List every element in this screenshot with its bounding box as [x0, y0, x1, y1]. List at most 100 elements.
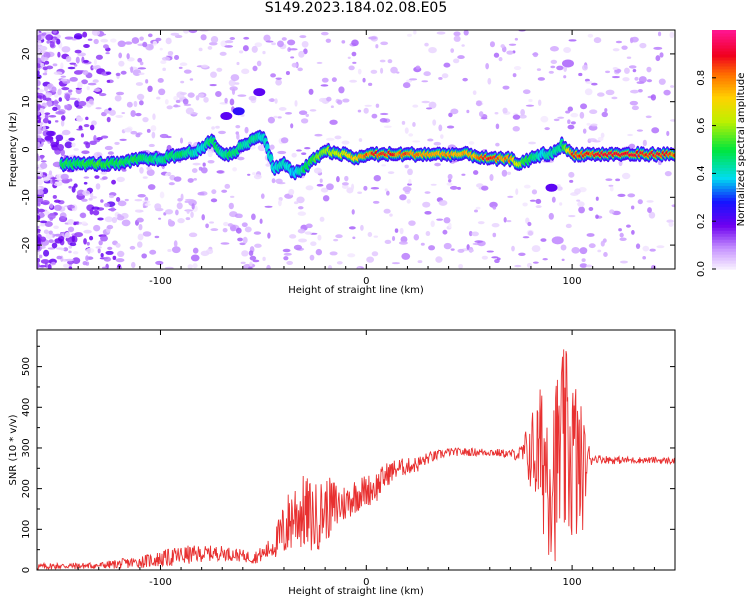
noise-blob	[579, 247, 588, 255]
noise-blob	[207, 46, 213, 50]
noise-blob	[37, 170, 43, 178]
noise-blob	[618, 228, 622, 232]
noise-blob	[183, 69, 192, 74]
noise-blob	[252, 172, 256, 176]
noise-blob	[380, 41, 389, 46]
noise-blob	[73, 148, 79, 151]
noise-blob	[597, 92, 605, 97]
noise-blob	[357, 109, 362, 113]
noise-blob	[628, 65, 637, 69]
noise-blob	[134, 209, 141, 213]
noise-blob	[379, 59, 386, 63]
noise-blob	[37, 34, 42, 41]
noise-blob	[172, 105, 181, 108]
colorbar-swatch	[712, 224, 736, 228]
noise-blob	[422, 201, 431, 208]
x-tick-label: 100	[563, 276, 582, 287]
noise-blob	[375, 44, 379, 49]
noise-blob	[421, 100, 430, 104]
noise-blob	[550, 59, 558, 64]
noise-blob	[117, 250, 125, 258]
y-axis-label: SNR (10 * v/v)	[8, 414, 19, 485]
colorbar-swatch	[712, 164, 736, 169]
noise-blob	[95, 107, 102, 110]
noise-blob	[568, 39, 577, 42]
noise-blob	[462, 77, 468, 82]
colorbar-swatch	[712, 185, 736, 189]
noise-blob	[37, 137, 43, 142]
noise-blob	[630, 89, 639, 94]
noise-blob	[319, 178, 323, 183]
noise-blob	[646, 200, 654, 203]
noise-blob	[43, 229, 49, 234]
noise-blob	[190, 254, 200, 262]
noise-blob	[103, 44, 109, 49]
noise-blob	[381, 164, 386, 167]
colorbar-swatch	[712, 119, 736, 124]
noise-blob	[191, 203, 195, 210]
noise-blob	[491, 256, 499, 259]
noise-blob	[37, 231, 41, 234]
noise-blob	[137, 241, 143, 248]
noise-blob	[398, 241, 408, 245]
noise-blob	[37, 69, 40, 76]
noise-blob	[52, 194, 57, 199]
noise-blob	[532, 51, 539, 58]
noise-blob	[37, 228, 41, 233]
noise-blob	[154, 203, 162, 210]
colorbar-swatch	[712, 137, 736, 142]
noise-blob	[612, 66, 618, 71]
colorbar-swatch	[712, 38, 736, 43]
secondary-feature	[545, 183, 558, 192]
noise-blob	[551, 196, 556, 203]
noise-blob	[253, 231, 262, 235]
noise-blob	[366, 256, 375, 263]
noise-blob	[106, 79, 111, 83]
colorbar-swatch	[712, 143, 736, 148]
noise-blob	[669, 31, 675, 39]
noise-blob	[637, 199, 643, 205]
noise-blob	[438, 124, 443, 132]
noise-blob	[155, 37, 162, 42]
colorbar-swatch	[712, 254, 736, 258]
noise-blob	[304, 231, 312, 235]
noise-blob	[370, 69, 378, 74]
noise-blob	[389, 213, 393, 217]
noise-blob	[159, 47, 163, 51]
x-tick-label: -100	[149, 276, 172, 287]
noise-blob	[655, 55, 661, 62]
colorbar-swatch	[712, 122, 736, 127]
noise-blob	[192, 263, 198, 269]
noise-blob	[187, 178, 194, 183]
noise-blob	[179, 62, 188, 67]
noise-blob	[536, 68, 542, 72]
noise-blob	[319, 216, 325, 222]
noise-blob	[38, 224, 46, 227]
noise-blob	[200, 34, 207, 41]
noise-blob	[544, 127, 550, 131]
noise-blob	[55, 134, 64, 142]
colorbar-tick-label: 0.0	[696, 261, 707, 277]
noise-blob	[167, 51, 174, 56]
y-axis-label: Frequency (Hz)	[8, 112, 19, 188]
noise-blob	[605, 70, 611, 74]
noise-blob	[93, 134, 97, 142]
noise-blob	[578, 72, 583, 77]
noise-blob	[215, 125, 220, 129]
noise-blob	[211, 126, 215, 130]
noise-blob	[531, 245, 541, 253]
noise-blob	[266, 264, 271, 269]
noise-blob	[37, 123, 43, 126]
noise-blob	[110, 38, 117, 43]
noise-blob	[82, 260, 88, 266]
noise-blob	[147, 184, 156, 190]
colorbar-swatch	[712, 263, 736, 267]
noise-blob	[441, 73, 449, 79]
noise-blob	[477, 221, 485, 225]
noise-blob	[115, 197, 121, 202]
noise-blob	[630, 205, 635, 210]
colorbar-swatch	[712, 230, 736, 234]
noise-blob	[446, 182, 453, 186]
noise-blob	[78, 221, 83, 225]
